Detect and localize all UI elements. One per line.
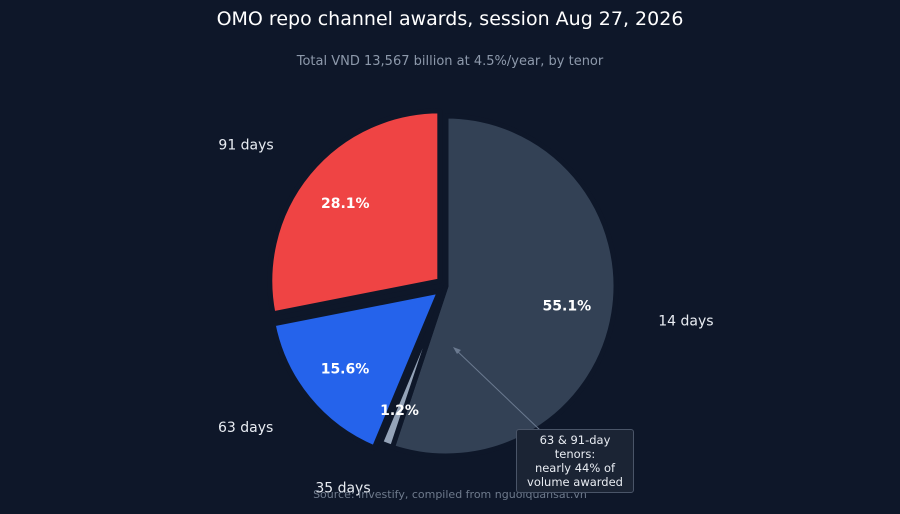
chart-title: OMO repo channel awards, session Aug 27,… — [217, 8, 684, 30]
pie-slices — [267, 108, 619, 459]
slice-91-days — [267, 108, 443, 317]
pct-label-63-days: 15.6% — [321, 361, 370, 377]
slice-35-days — [377, 283, 449, 450]
annotation-line: 63 & 91-day tenors: — [539, 433, 611, 461]
pct-label-91-days: 28.1% — [321, 196, 370, 212]
annotation-line: nearly 44% of — [534, 461, 616, 475]
slice-14-days — [389, 113, 619, 459]
chart-subtitle: Total VND 13,567 billion at 4.5%/year, b… — [296, 54, 604, 69]
pct-label-35-days: 1.2% — [380, 403, 419, 419]
category-label-35-days: 35 days — [315, 480, 370, 496]
annotation-line: volume awarded — [527, 475, 623, 489]
category-label-91-days: 91 days — [218, 137, 273, 153]
category-label-63-days: 63 days — [218, 420, 273, 436]
annotation-callout: 63 & 91-day tenors: nearly 44% of volume… — [516, 429, 634, 493]
annotation-arrow — [454, 348, 542, 432]
pie-labels: 55.1% 14 days 1.2% 35 days 15.6% 63 days 28.1%… — [218, 137, 714, 496]
annotation-arrowhead — [453, 347, 461, 354]
pct-label-14-days: 55.1% — [543, 299, 592, 315]
category-label-14-days: 14 days — [658, 313, 713, 329]
slice-63-days — [270, 288, 443, 451]
